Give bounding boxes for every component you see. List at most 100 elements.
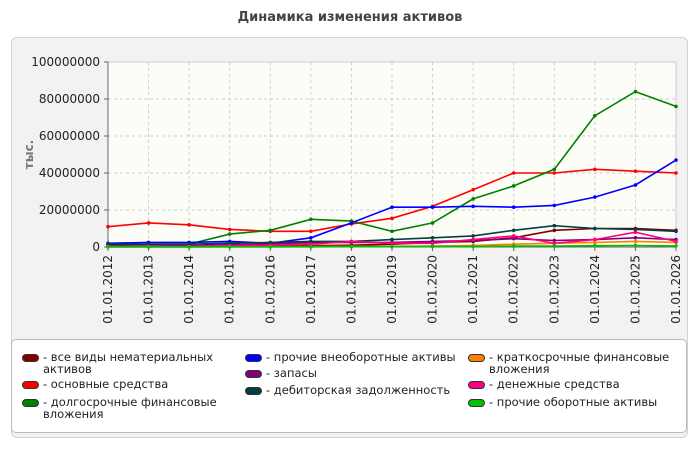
data-point — [390, 229, 394, 234]
data-point — [390, 216, 394, 221]
data-point — [552, 223, 557, 228]
chart-title: Динамика изменения активов — [237, 10, 463, 25]
data-point — [106, 224, 110, 229]
data-point — [471, 234, 475, 238]
y-tick-label: 60000000 — [39, 129, 100, 143]
data-point — [430, 221, 435, 225]
data-point — [633, 243, 638, 248]
data-point — [552, 244, 557, 248]
legend-label: - долгосрочные финансовые вложения — [43, 395, 217, 421]
legend-item: - прочие внеоборотные активы — [245, 351, 460, 363]
legend-swatch — [245, 387, 262, 395]
data-point — [390, 205, 394, 210]
data-point — [552, 167, 557, 172]
data-point — [187, 245, 191, 249]
x-tick-label: 01.01.2013 — [142, 255, 156, 324]
legend-label: - запасы — [266, 366, 317, 380]
legend-swatch — [245, 370, 262, 378]
legend-item: - дебиторская задолженность — [245, 384, 460, 396]
data-point — [309, 235, 313, 240]
legend-label: - краткосрочные финансовые вложения — [489, 350, 670, 376]
data-point — [268, 228, 273, 233]
data-point — [674, 239, 678, 244]
data-point — [633, 230, 638, 234]
x-tick-label: 01.01.2025 — [628, 255, 642, 324]
data-point — [674, 229, 678, 234]
data-point — [511, 184, 516, 188]
data-point — [309, 229, 313, 234]
data-point — [471, 237, 475, 242]
y-tick-label: 20000000 — [39, 203, 100, 217]
data-point — [552, 241, 557, 246]
data-point — [552, 238, 557, 243]
data-point — [593, 195, 597, 199]
legend-item: - запасы — [245, 367, 460, 379]
data-point — [552, 228, 557, 233]
data-point — [349, 221, 354, 225]
x-tick-label: 01.01.2021 — [466, 255, 480, 324]
data-point — [309, 239, 313, 244]
data-point — [633, 227, 638, 232]
y-axis-label: тыс. — [22, 140, 36, 169]
data-point — [552, 203, 557, 208]
legend-swatch — [468, 381, 485, 389]
data-point — [511, 234, 516, 238]
data-point — [633, 169, 638, 173]
chart-legend: - все виды нематериальных активов - основ… — [11, 339, 687, 433]
x-tick-label: 01.01.2020 — [426, 255, 440, 324]
data-point — [593, 167, 597, 172]
data-point — [390, 237, 394, 242]
legend-swatch — [22, 381, 39, 389]
data-point — [390, 241, 394, 246]
x-tick-label: 01.01.2018 — [344, 255, 358, 324]
data-point — [674, 158, 678, 162]
x-tick-label: 01.01.2019 — [385, 255, 399, 324]
x-tick-label: 01.01.2024 — [588, 255, 602, 324]
legend-item: - основные средства — [22, 378, 237, 390]
y-tick-label: 0 — [92, 240, 100, 254]
data-point — [227, 227, 232, 232]
data-point — [430, 244, 435, 249]
data-point — [593, 237, 597, 242]
data-point — [511, 228, 516, 233]
x-tick-label: 01.01.2012 — [101, 255, 115, 324]
legend-item: - все виды нематериальных активов — [22, 351, 237, 375]
legend-swatch — [468, 399, 485, 407]
data-point — [146, 221, 151, 225]
data-point — [633, 235, 638, 240]
data-point — [593, 240, 597, 245]
data-point — [349, 244, 354, 249]
y-tick-label: 100000000 — [31, 55, 100, 69]
data-point — [349, 239, 354, 244]
data-point — [511, 205, 516, 210]
data-point — [309, 242, 313, 247]
data-point — [430, 241, 435, 246]
legend-label: - прочие внеоборотные активы — [266, 350, 456, 364]
x-tick-label: 01.01.2022 — [507, 255, 521, 324]
data-point — [309, 245, 313, 249]
legend-item: - денежные средства — [468, 378, 683, 390]
data-point — [552, 171, 557, 175]
data-point — [430, 205, 435, 210]
legend-label: - основные средства — [43, 377, 169, 391]
data-point — [511, 236, 516, 241]
data-point — [227, 232, 232, 236]
x-tick-label: 01.01.2014 — [182, 255, 196, 324]
legend-item: - долгосрочные финансовые вложения — [22, 396, 237, 420]
data-point — [593, 226, 597, 231]
legend-label: - денежные средства — [489, 377, 620, 391]
data-point — [593, 243, 597, 248]
data-point — [674, 171, 678, 175]
data-point — [471, 187, 475, 192]
x-tick-label: 01.01.2017 — [304, 255, 318, 324]
legend-label: - все виды нематериальных активов — [43, 350, 214, 376]
data-point — [511, 244, 516, 248]
legend-item: - краткосрочные финансовые вложения — [468, 351, 683, 375]
data-point — [674, 104, 678, 109]
x-tick-label: 01.01.2016 — [263, 255, 277, 324]
data-point — [471, 197, 475, 201]
x-tick-label: 01.01.2026 — [669, 255, 683, 324]
data-point — [471, 204, 475, 209]
legend-swatch — [22, 399, 39, 407]
